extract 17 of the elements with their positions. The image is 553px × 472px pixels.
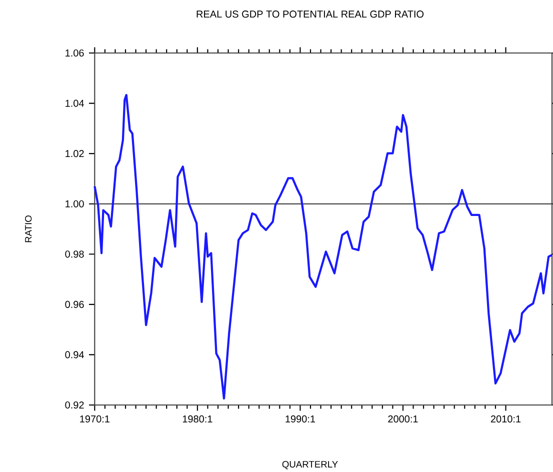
chart-title: REAL US GDP TO POTENTIAL REAL GDP RATIO	[196, 10, 424, 18]
y-tick-label: 1.06	[66, 49, 84, 57]
y-tick-label: 1.04	[66, 100, 84, 107]
x-tick-label: 1980:1	[182, 415, 212, 422]
x-tick-label: 1970:1	[80, 415, 110, 422]
x-tick-label: 1990:1	[286, 415, 316, 422]
y-tick-label: 0.94	[65, 351, 84, 358]
line-series	[94, 94, 553, 400]
y-tick-label: 1.02	[66, 150, 84, 158]
x-axis-title: QUARTERLY	[282, 460, 338, 470]
y-axis-title: RATIO	[25, 216, 32, 242]
y-tick-label: 1.00	[66, 200, 84, 208]
x-tick-label: 2000:1	[388, 415, 418, 422]
y-tick-label: 0.92	[65, 401, 84, 409]
y-tick-label: 0.98	[65, 250, 84, 258]
y-tick-label: 0.96	[65, 300, 84, 308]
x-tick-label: 2010:1	[490, 415, 521, 422]
